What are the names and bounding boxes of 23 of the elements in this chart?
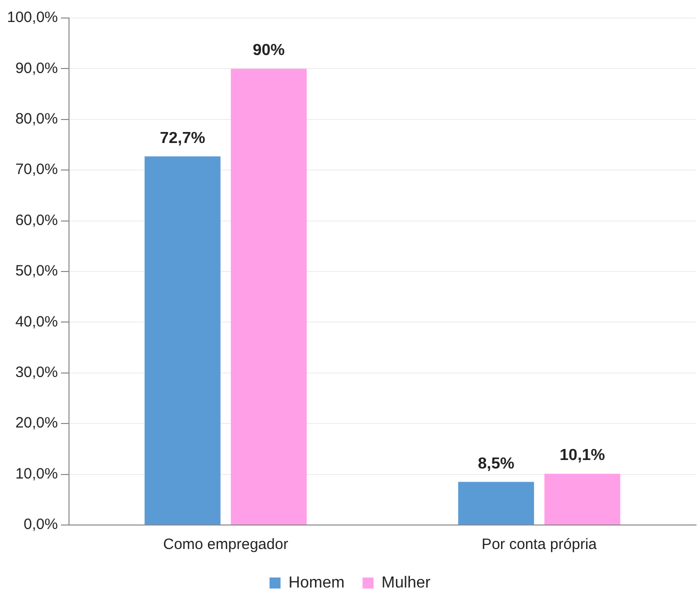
data-label: 8,5%	[478, 455, 514, 472]
data-label: 10,1%	[560, 447, 606, 464]
legend-label: Mulher	[382, 574, 432, 592]
y-tick-label: 10,0%	[15, 465, 58, 482]
data-label: 90%	[252, 42, 285, 60]
bar	[144, 156, 220, 524]
y-tick-label: 40,0%	[15, 313, 58, 330]
y-tick-label: 0,0%	[24, 516, 58, 534]
x-tick-label: Como empregador	[163, 536, 288, 554]
y-tick-label: 100,0%	[7, 9, 58, 26]
y-tick-label: 60,0%	[15, 212, 58, 229]
bar	[230, 68, 307, 524]
x-tick-label: Por conta própria	[482, 536, 598, 554]
data-label: 72,7%	[160, 130, 206, 147]
y-tick-label: 90,0%	[15, 60, 58, 77]
y-tick-label: 30,0%	[15, 364, 58, 382]
bar	[544, 474, 620, 524]
legend-label: Homem	[288, 574, 345, 592]
y-tick-label: 20,0%	[15, 414, 58, 432]
y-tick-label: 50,0%	[15, 262, 58, 280]
bar	[458, 482, 534, 524]
y-tick-label: 70,0%	[15, 161, 58, 178]
y-tick-label: 80,0%	[15, 110, 58, 128]
